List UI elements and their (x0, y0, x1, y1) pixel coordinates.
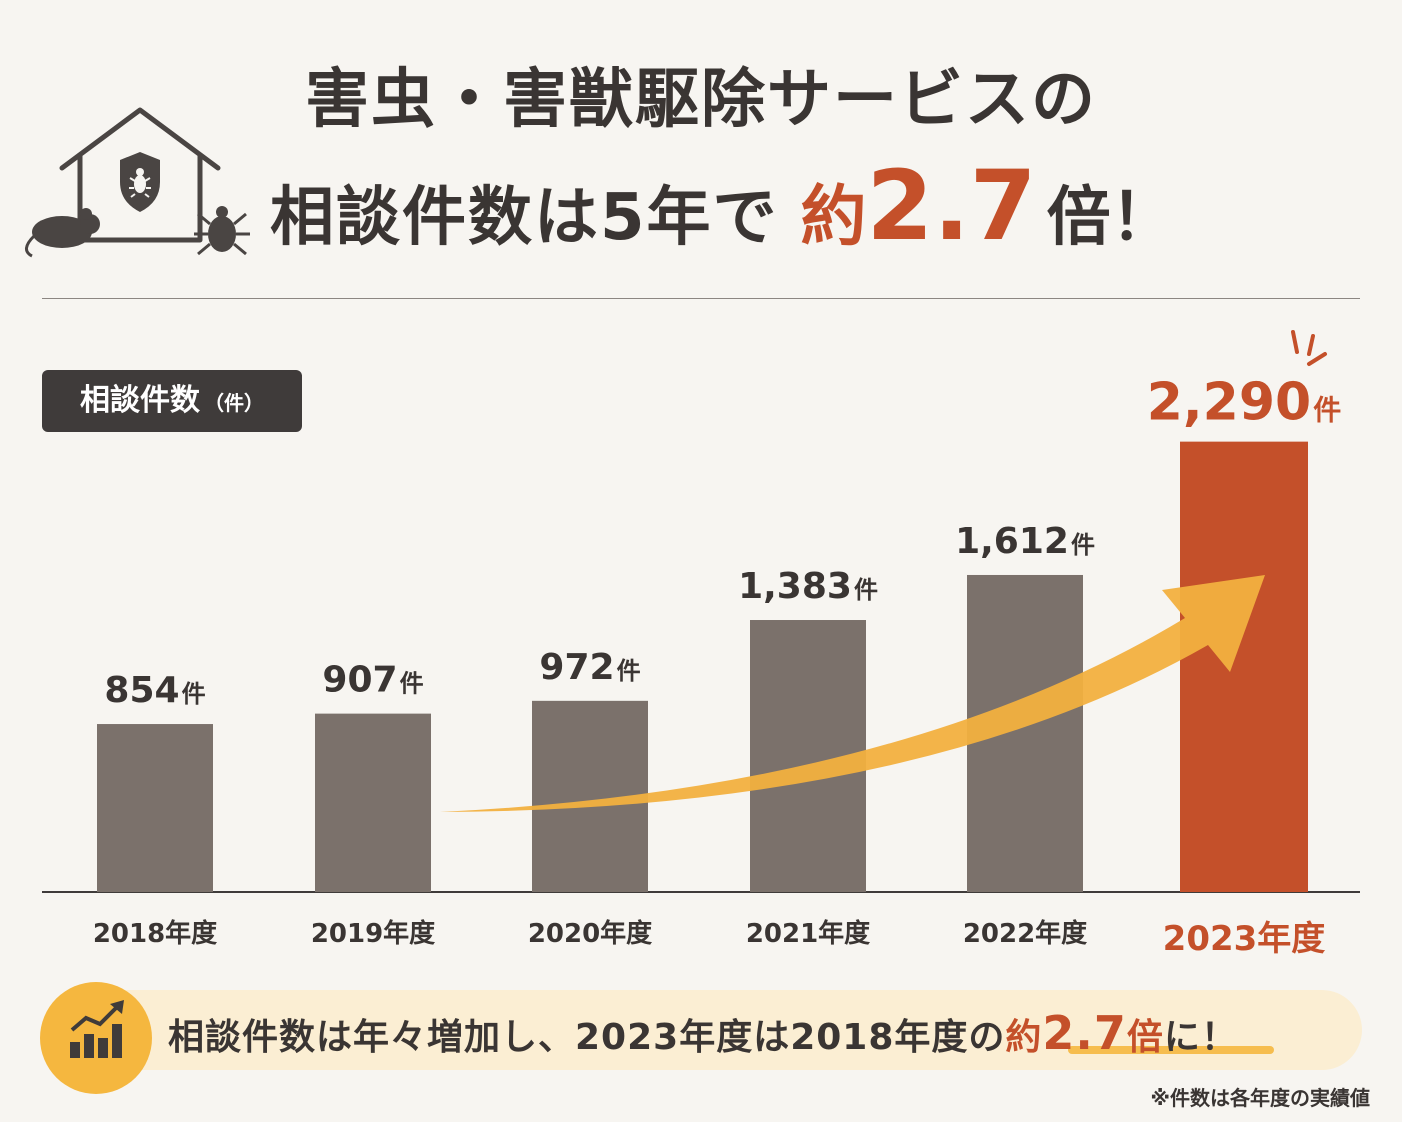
growth-arrow-icon (440, 575, 1265, 812)
mouse-icon (25, 208, 100, 258)
bar-chart-growth-icon (70, 1000, 124, 1058)
chart-title-line1: 害虫・害獣駆除サービスの (305, 63, 1097, 137)
summary-text-accent2: 倍 (1126, 1017, 1164, 1058)
summary-text-accent: 約 (1005, 1017, 1043, 1058)
title-line2-big: 2.7 (866, 150, 1037, 262)
unit-label-main: 相談件数 (80, 383, 200, 418)
chart-title-line2: 相談件数は5年で 約2.7 倍！ (270, 150, 1175, 262)
title-line2-end: 倍！ (1046, 181, 1175, 255)
summary-text-main: 相談件数は年々増加し、2023年度は2018年度の (168, 1017, 1006, 1058)
summary-callout (50, 990, 1362, 1070)
x-tick-label-2023年度: 2023年度 (1163, 919, 1326, 959)
x-tick-label-2019年度: 2019年度 (311, 918, 435, 949)
burst-mark-0 (1291, 330, 1299, 354)
x-tick-label-2021年度: 2021年度 (746, 918, 870, 949)
summary-text: 相談件数は年々増加し、2023年度は2018年度の約2.7倍に！ (168, 998, 1238, 1068)
tick-insect-icon (194, 206, 250, 256)
summary-text-big: 2.7 (1042, 1006, 1127, 1060)
bar-chart: 854件 2018年度 907件 2019年度 972件 2020年度 1,383件 2021… (42, 330, 1360, 959)
value-label-2020年度: 972件 (539, 647, 640, 688)
title-line2-accent: 約 (800, 178, 867, 255)
value-label-2018年度: 854件 (104, 670, 205, 711)
summary-text-end: に！ (1163, 1017, 1238, 1058)
value-label-2019年度: 907件 (322, 660, 423, 701)
summary-highlight-underline (1068, 1046, 1274, 1054)
title-line2-main: 相談件数は5年で (270, 181, 779, 255)
bar-2018年度 (97, 724, 213, 892)
house-shield-icon (25, 107, 250, 258)
x-tick-label-2018年度: 2018年度 (93, 918, 217, 949)
burst-mark-1 (1307, 334, 1315, 356)
y-axis-unit-label: 相談件数 （件） (42, 370, 302, 432)
footnote: ※件数は各年度の実績値 (1150, 1086, 1370, 1110)
x-tick-label-2020年度: 2020年度 (528, 918, 652, 949)
burst-mark-2 (1307, 352, 1327, 366)
title-divider (42, 298, 1360, 299)
value-label-2021年度: 1,383件 (738, 566, 878, 607)
x-tick-label-2022年度: 2022年度 (963, 918, 1087, 949)
value-label-2023年度: 2,290件 (1147, 373, 1342, 433)
value-label-2022年度: 1,612件 (955, 521, 1095, 562)
bar-2019年度 (315, 713, 431, 892)
bar-2023年度 (1180, 441, 1308, 892)
summary-icon-circle (40, 982, 152, 1094)
unit-label-unit: （件） (204, 391, 264, 415)
